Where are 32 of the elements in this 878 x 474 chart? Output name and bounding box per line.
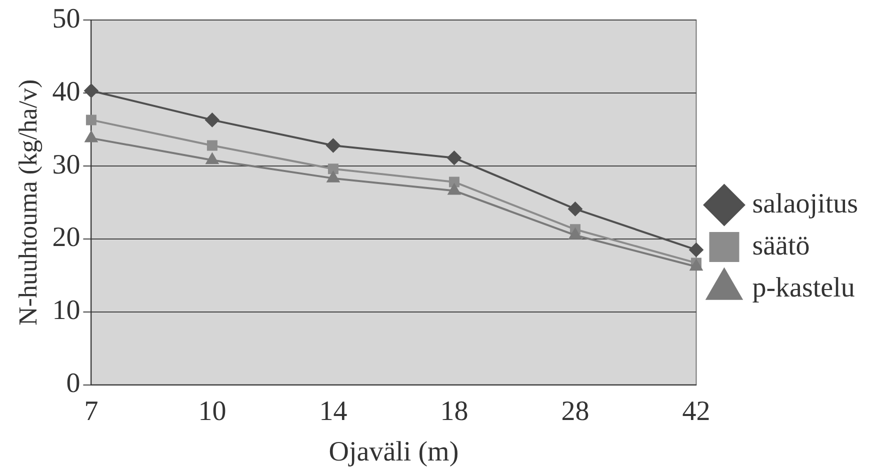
point xyxy=(205,112,220,127)
x-tick-label: 7 xyxy=(84,396,98,427)
point xyxy=(568,202,582,216)
point xyxy=(326,138,340,152)
point xyxy=(689,242,704,257)
y-tick-label: 40 xyxy=(52,76,80,108)
point xyxy=(85,131,98,142)
x-tick-label: 28 xyxy=(561,396,590,427)
x-tick-label: 14 xyxy=(319,396,348,427)
point xyxy=(569,228,582,240)
y-tick-label: 30 xyxy=(52,149,80,180)
point xyxy=(448,176,460,188)
point xyxy=(328,164,338,174)
point xyxy=(206,140,218,151)
y-tick-label: 50 xyxy=(52,3,80,34)
x-axis-title: Ojaväli (m) xyxy=(328,436,459,468)
point xyxy=(690,260,702,271)
legend-label: säätö xyxy=(752,230,810,262)
y-tick-label: 0 xyxy=(66,368,80,400)
y-tick-label: 20 xyxy=(52,222,80,254)
y-tick-label: 10 xyxy=(52,295,80,326)
point xyxy=(86,114,96,126)
x-tick-label: 42 xyxy=(682,396,710,427)
legend-label: salaojitus xyxy=(752,188,858,220)
x-tick-label: 10 xyxy=(198,396,226,427)
y-axis-title: N-huuhtouma (kg/ha/v) xyxy=(13,79,42,326)
legend-label: p-kastelu xyxy=(752,272,855,304)
point xyxy=(206,153,218,164)
x-tick-label: 18 xyxy=(440,396,468,427)
point xyxy=(448,184,460,195)
point xyxy=(327,171,340,182)
point xyxy=(447,150,462,165)
